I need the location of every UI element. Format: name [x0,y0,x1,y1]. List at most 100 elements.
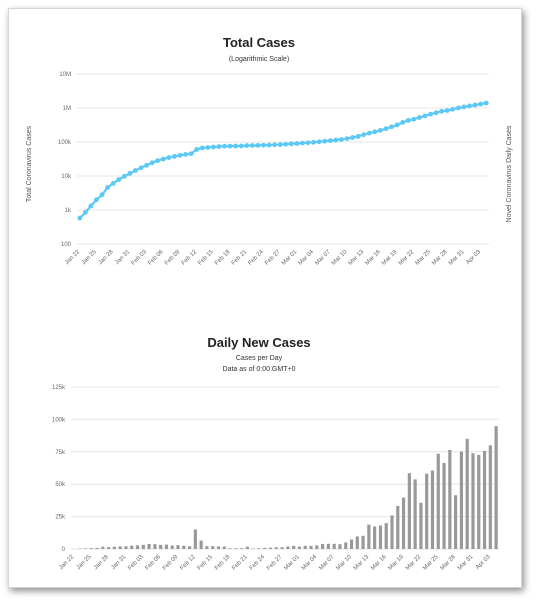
bar[interactable] [430,470,435,549]
data-point[interactable] [155,158,161,164]
data-point[interactable] [288,141,294,147]
bar[interactable] [130,545,134,549]
data-point[interactable] [439,108,445,114]
bar[interactable] [413,479,417,549]
data-point[interactable] [272,142,278,148]
data-point[interactable] [467,103,472,109]
bar[interactable] [147,543,151,549]
data-point[interactable] [305,140,311,146]
data-point[interactable] [311,139,317,145]
data-point[interactable] [110,180,116,186]
bar[interactable] [297,546,302,549]
bar[interactable] [303,545,307,549]
data-point[interactable] [99,192,105,198]
bar[interactable] [245,546,249,549]
data-point[interactable] [172,154,177,159]
bar[interactable] [216,546,221,549]
bar[interactable] [315,545,319,549]
data-point[interactable] [344,136,350,141]
data-point[interactable] [294,141,300,146]
data-point[interactable] [222,143,227,149]
data-point[interactable] [450,106,456,112]
bar[interactable] [222,546,226,549]
data-point[interactable] [361,132,367,138]
bar[interactable] [170,545,174,549]
bar[interactable] [378,525,383,549]
bar[interactable] [338,544,342,549]
data-point[interactable] [394,122,400,128]
data-point[interactable] [366,130,372,136]
data-point[interactable] [316,139,322,145]
data-point[interactable] [333,137,339,143]
bar[interactable] [332,543,336,549]
bar[interactable] [234,548,238,549]
data-point[interactable] [160,156,166,162]
data-point[interactable] [400,119,406,125]
data-point[interactable] [127,171,133,176]
data-point[interactable] [216,144,222,149]
bar[interactable] [240,548,244,549]
bar[interactable] [465,438,469,549]
bar[interactable] [112,546,116,549]
data-point[interactable] [194,147,200,152]
bar[interactable] [268,547,273,549]
bar[interactable] [442,462,446,549]
data-point[interactable] [77,215,83,221]
bar[interactable] [263,547,267,549]
data-point[interactable] [255,142,261,148]
bar[interactable] [407,473,411,549]
data-point[interactable] [327,138,333,144]
bar[interactable] [349,539,354,549]
data-point[interactable] [444,108,450,113]
bar[interactable] [309,545,313,549]
bar[interactable] [176,545,180,549]
data-point[interactable] [277,142,283,147]
bar[interactable] [193,529,197,549]
data-point[interactable] [339,137,344,142]
data-point[interactable] [261,142,266,148]
data-point[interactable] [121,173,127,179]
bar[interactable] [471,453,475,549]
bar[interactable] [286,546,290,549]
bar[interactable] [292,545,296,549]
data-point[interactable] [389,124,394,130]
bar[interactable] [448,449,452,549]
data-point[interactable] [483,100,489,106]
bar[interactable] [355,536,359,549]
data-point[interactable] [105,185,111,190]
data-point[interactable] [177,152,183,158]
bar[interactable] [135,545,140,549]
data-point[interactable] [116,177,122,183]
data-point[interactable] [378,127,383,133]
bar[interactable] [205,546,209,549]
bar[interactable] [488,445,492,549]
data-point[interactable] [199,145,205,151]
data-point[interactable] [188,151,194,157]
bar[interactable] [187,546,192,549]
bar[interactable] [141,544,145,549]
bar[interactable] [384,523,388,549]
data-point[interactable] [283,141,289,147]
data-point[interactable] [472,102,478,108]
bar[interactable] [101,546,105,549]
data-point[interactable] [322,138,328,144]
data-point[interactable] [183,152,188,157]
data-point[interactable] [461,104,467,110]
data-point[interactable] [300,140,305,146]
data-point[interactable] [211,144,216,150]
bar[interactable] [164,544,169,549]
data-point[interactable] [244,143,250,148]
data-point[interactable] [149,160,155,166]
data-point[interactable] [405,118,411,123]
data-point[interactable] [82,210,88,215]
bar[interactable] [454,495,458,549]
data-point[interactable] [138,165,144,171]
bar[interactable] [89,548,93,549]
data-point[interactable] [411,116,417,122]
bar[interactable] [107,547,111,549]
bar[interactable] [83,548,88,549]
bar[interactable] [419,502,423,549]
bar[interactable] [321,544,325,549]
bar[interactable] [274,547,278,549]
data-point[interactable] [94,197,99,203]
